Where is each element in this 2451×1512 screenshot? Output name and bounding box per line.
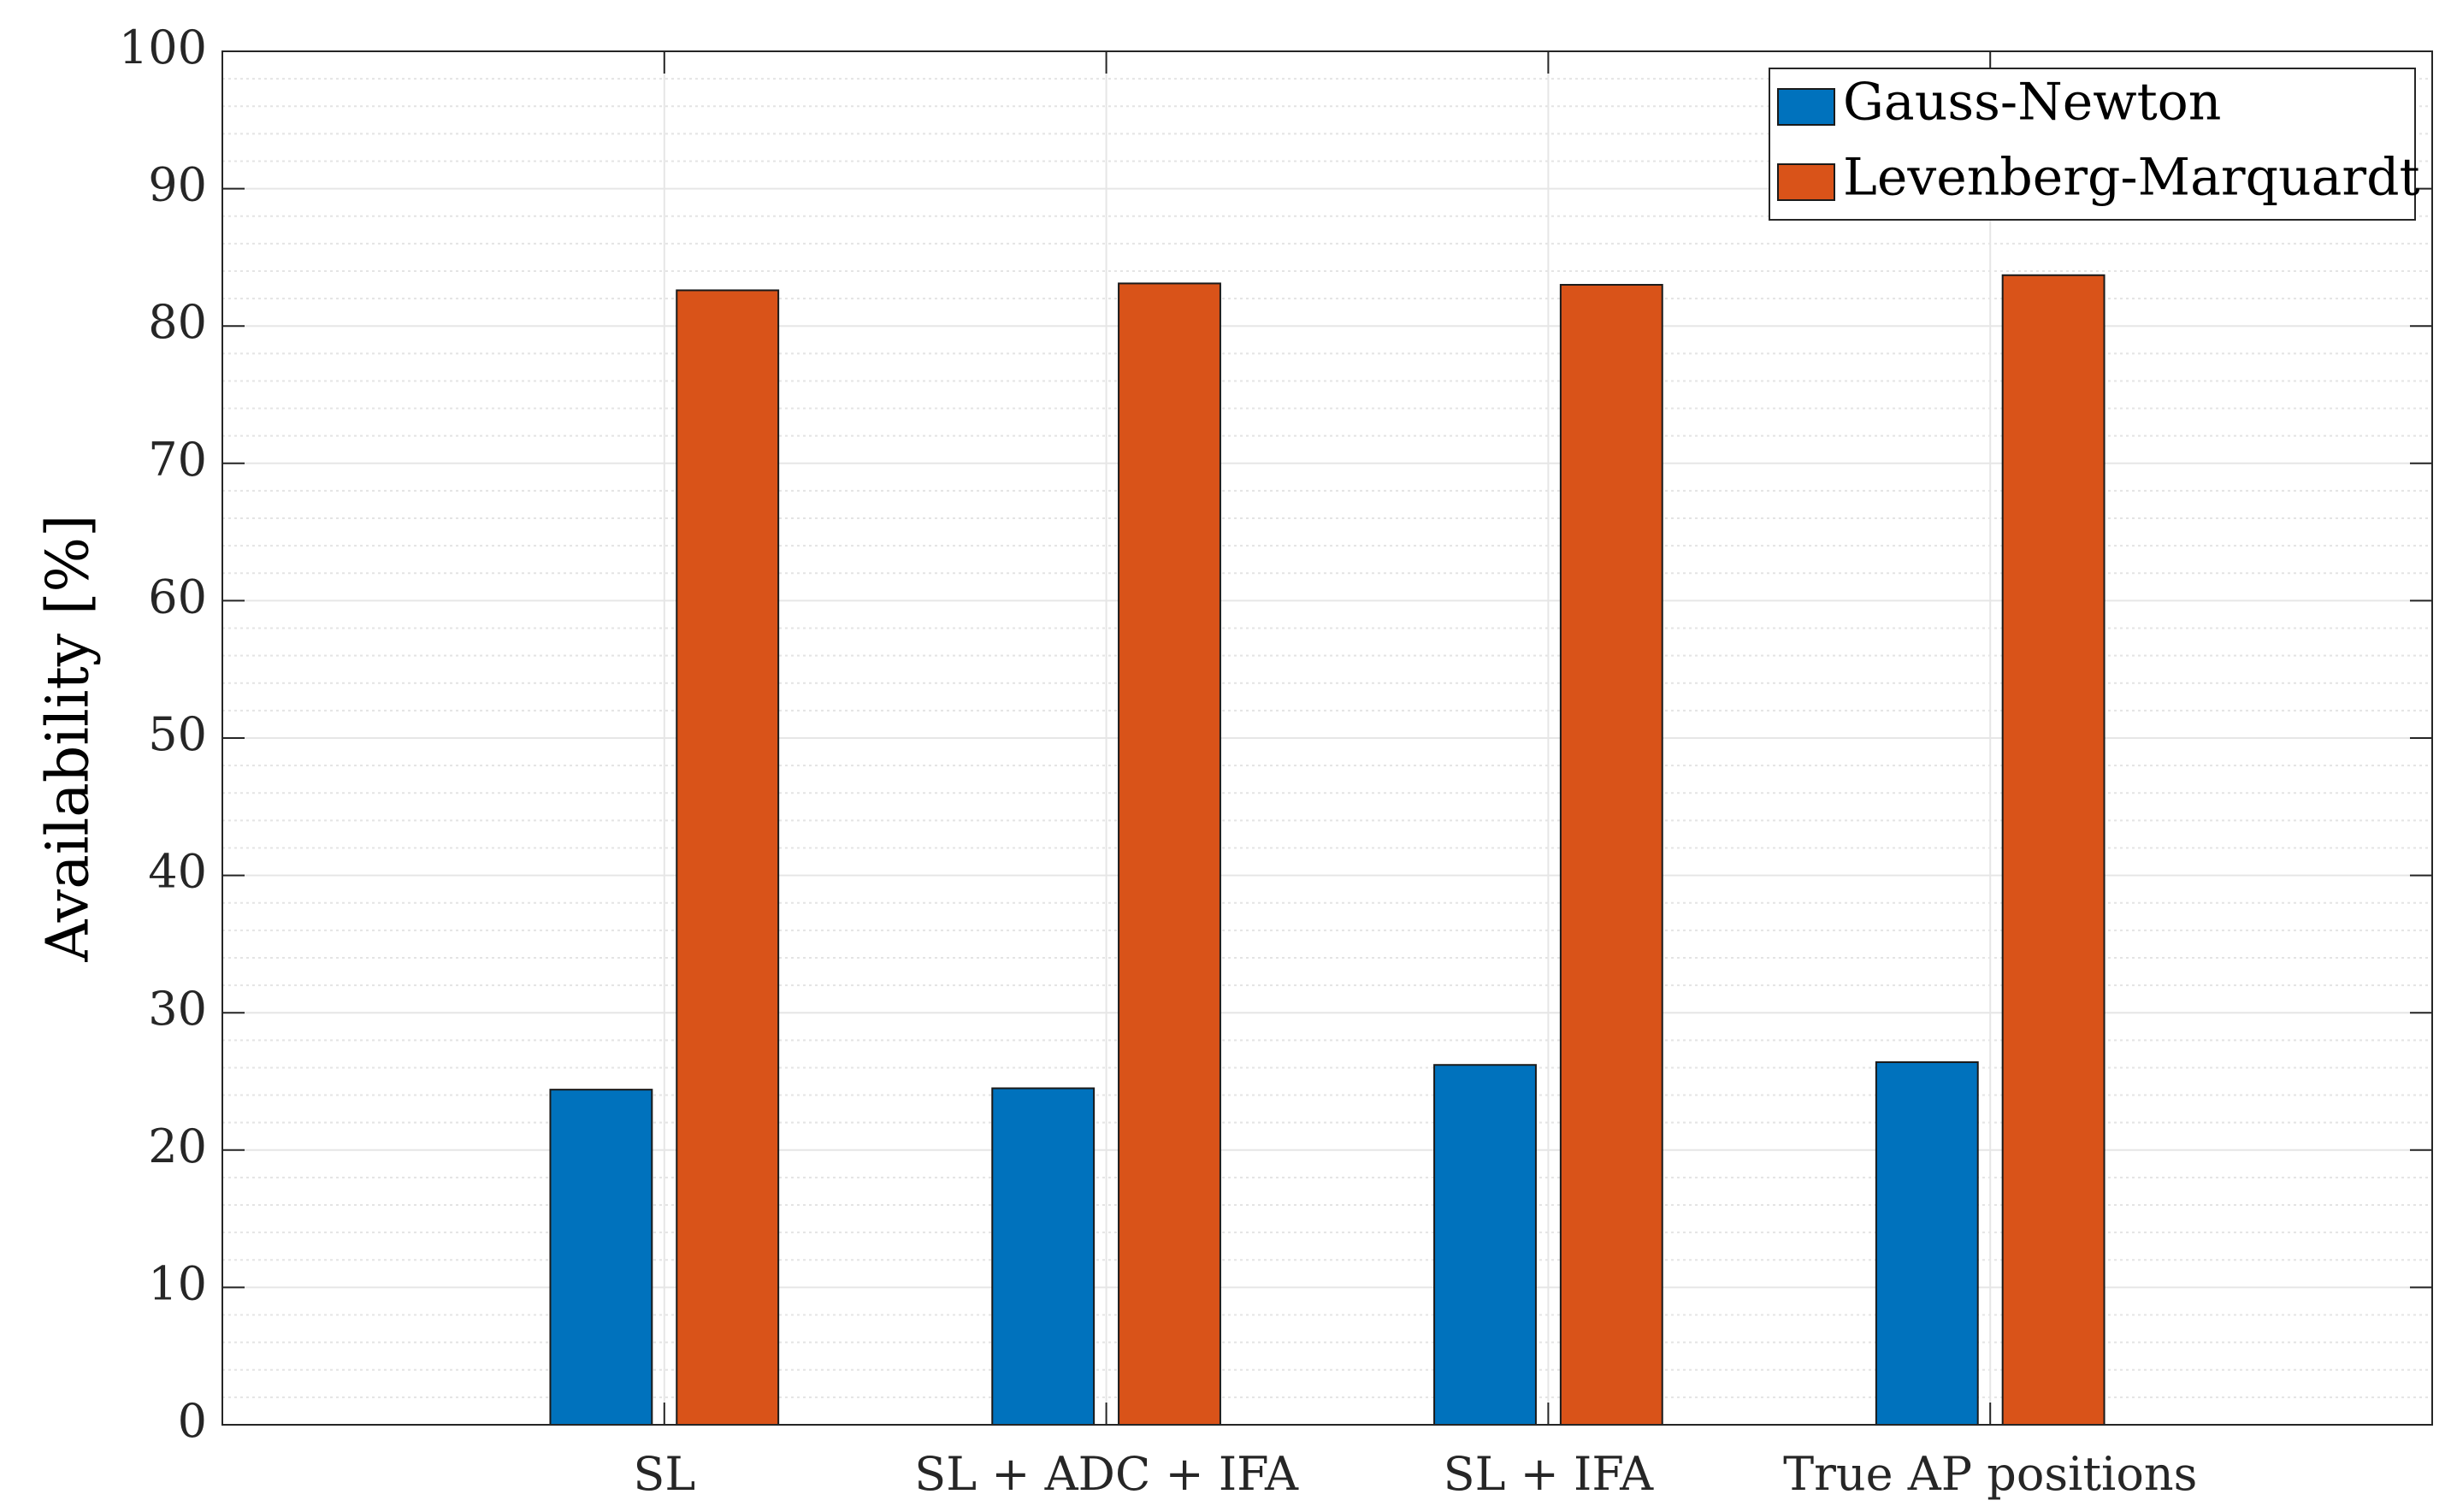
x-tick-label: SL: [633, 1447, 695, 1501]
x-tick-label: SL + ADC + IFA: [914, 1447, 1299, 1501]
legend-label: Levenberg-Marquardt: [1843, 148, 2420, 208]
x-tick-label: True AP positions: [1783, 1447, 2197, 1501]
legend-swatch-levenberg-marquardt: [1777, 163, 1835, 201]
y-tick-label: 0: [178, 1394, 207, 1448]
y-tick-label: 70: [148, 433, 207, 487]
bar-levenberg-marquardt-0: [676, 289, 780, 1426]
bar-gauss-newton-2: [1433, 1064, 1537, 1426]
y-tick-label: 50: [148, 707, 207, 761]
y-axis-label: Availability [%]: [35, 514, 103, 962]
x-tick-labels: SL SL + ADC + IFA SL + IFA True AP position…: [633, 1447, 2197, 1501]
y-tick-labels: 0 10 20 30 40 50 60 70 80 90 100: [119, 21, 207, 1448]
y-tick-label: 80: [148, 295, 207, 349]
y-tick-label: 90: [148, 158, 207, 212]
legend-box: [1769, 68, 2416, 221]
y-tick-label: 60: [148, 570, 207, 623]
bar-levenberg-marquardt-1: [1118, 282, 1221, 1426]
bar-levenberg-marquardt-3: [2001, 274, 2105, 1426]
bar-gauss-newton-3: [1875, 1061, 1979, 1426]
bars: [549, 274, 2105, 1426]
bar-levenberg-marquardt-2: [1559, 284, 1663, 1426]
y-tick-label: 40: [148, 845, 207, 899]
y-tick-label: 100: [119, 21, 207, 74]
bar-gauss-newton-1: [991, 1087, 1096, 1426]
y-tick-label: 10: [148, 1256, 207, 1310]
axis-ticks: [222, 50, 2432, 1426]
y-tick-label: 20: [148, 1119, 207, 1173]
bar-gauss-newton-0: [549, 1089, 653, 1426]
legend-swatch-gauss-newton: [1777, 88, 1835, 126]
x-tick-label: SL + IFA: [1444, 1447, 1655, 1501]
y-tick-label: 30: [148, 982, 207, 1036]
legend-label: Gauss-Newton: [1843, 73, 2221, 133]
legend: Gauss-Newton Levenberg-Marquardt: [1769, 68, 2420, 221]
